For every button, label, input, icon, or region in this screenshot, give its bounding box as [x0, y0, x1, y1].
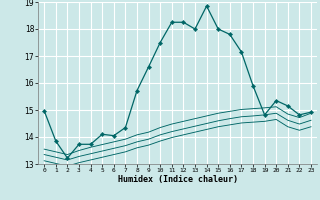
X-axis label: Humidex (Indice chaleur): Humidex (Indice chaleur): [118, 175, 238, 184]
